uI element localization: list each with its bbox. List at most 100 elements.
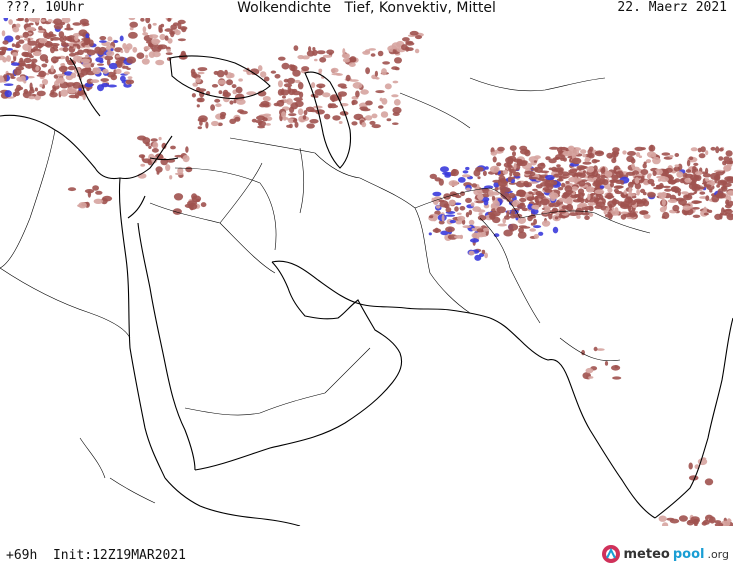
cloud-patch xyxy=(82,22,90,27)
cloud-patch xyxy=(708,516,716,524)
cloud-patch xyxy=(480,188,491,194)
cloud-patch xyxy=(301,66,310,72)
cloud-patch xyxy=(612,147,620,153)
cloud-patch xyxy=(444,205,448,208)
cloud-patch xyxy=(678,515,688,522)
cloud-patch xyxy=(231,84,237,89)
cloud-patch xyxy=(563,157,567,162)
cloud-patch xyxy=(584,158,590,163)
cloud-patch xyxy=(170,145,176,150)
cloud-patch xyxy=(639,179,644,184)
cloud-patch xyxy=(36,18,40,23)
cloud-patch xyxy=(120,49,124,54)
cloud-patch xyxy=(498,175,506,181)
cloud-patch xyxy=(565,180,570,184)
cloud-patch xyxy=(601,166,606,173)
cloud-patch xyxy=(457,177,466,183)
cloud-patch xyxy=(614,179,625,184)
cloud-patch xyxy=(559,197,564,202)
cloud-patch xyxy=(689,174,700,181)
cloud-patch xyxy=(11,62,20,66)
cloud-patch xyxy=(40,19,46,22)
cloud-patch xyxy=(200,202,207,208)
cloud-patch xyxy=(447,234,458,240)
cloud-patch xyxy=(378,105,384,109)
cloud-patch xyxy=(561,182,566,188)
cloud-patch xyxy=(331,95,336,103)
cloud-patch xyxy=(598,194,604,201)
cloud-patch xyxy=(684,177,693,183)
cloud-patch xyxy=(371,124,381,129)
cloud-patch xyxy=(587,193,591,201)
cloud-patch xyxy=(22,31,29,38)
cloud-patch xyxy=(314,58,318,62)
cloud-patch xyxy=(294,79,301,84)
cloud-patch xyxy=(309,119,319,124)
cloud-patch xyxy=(652,170,657,176)
cloud-patch xyxy=(576,214,581,219)
cloud-patch xyxy=(701,521,708,526)
cloud-patch xyxy=(677,163,683,171)
cloud-patch xyxy=(365,100,373,106)
cloud-patch xyxy=(509,145,517,151)
cloud-patch xyxy=(588,212,594,217)
cloud-patch xyxy=(508,182,517,185)
cloud-patch xyxy=(311,82,316,89)
cloud-patch xyxy=(620,211,629,215)
cloud-patch xyxy=(286,77,296,84)
cloud-patch xyxy=(476,228,485,233)
cloud-patch xyxy=(721,207,725,215)
cloud-patch xyxy=(138,154,146,159)
cloud-patch xyxy=(477,209,486,213)
cloud-patch xyxy=(322,92,331,98)
cloud-patch xyxy=(473,169,481,177)
cloud-patch xyxy=(177,22,182,30)
cloud-patch xyxy=(627,151,636,156)
cloud-patch xyxy=(198,115,208,123)
cloud-patch xyxy=(178,54,188,60)
cloud-patch xyxy=(328,104,339,109)
cloud-patch xyxy=(36,90,46,97)
cloud-patch xyxy=(690,147,698,152)
cloud-patch xyxy=(550,180,558,186)
cloud-patch xyxy=(612,376,622,380)
cloud-patch xyxy=(497,146,505,152)
cloud-patch xyxy=(588,206,594,212)
cloud-patch xyxy=(548,202,555,208)
cloud-patch xyxy=(530,208,539,215)
cloud-patch xyxy=(406,47,414,51)
cloud-patch xyxy=(693,162,699,166)
cloud-patch xyxy=(482,170,487,177)
cloud-patch xyxy=(97,50,104,56)
cloud-patch xyxy=(303,110,308,116)
cloud-patch xyxy=(481,233,488,237)
cloud-patch xyxy=(493,181,500,188)
cloud-patch xyxy=(15,18,25,22)
cloud-patch xyxy=(645,159,652,164)
cloud-patch xyxy=(140,18,145,22)
cloud-patch xyxy=(588,152,595,159)
cloud-patch xyxy=(647,178,655,185)
cloud-patch xyxy=(608,213,613,220)
cloud-patch xyxy=(587,202,596,206)
cloud-patch xyxy=(352,82,363,89)
cloud-patch xyxy=(571,186,579,191)
cloud-patch xyxy=(129,26,134,31)
cloud-patch xyxy=(461,174,471,178)
cloud-patch xyxy=(62,46,69,53)
cloud-patch xyxy=(512,151,516,157)
cloud-patch xyxy=(548,167,553,171)
cloud-patch xyxy=(667,199,678,203)
cloud-patch xyxy=(27,46,31,53)
cloud-patch xyxy=(70,72,77,79)
cloud-patch xyxy=(477,176,481,180)
cloud-patch xyxy=(445,207,452,213)
cloud-patch xyxy=(526,196,535,201)
cloud-patch xyxy=(182,155,190,163)
cloud-patch xyxy=(93,198,104,204)
cloud-patch xyxy=(715,171,725,176)
cloud-patch xyxy=(218,90,223,95)
cloud-patch xyxy=(512,171,521,177)
cloud-patch xyxy=(99,40,107,43)
cloud-patch xyxy=(641,175,645,181)
